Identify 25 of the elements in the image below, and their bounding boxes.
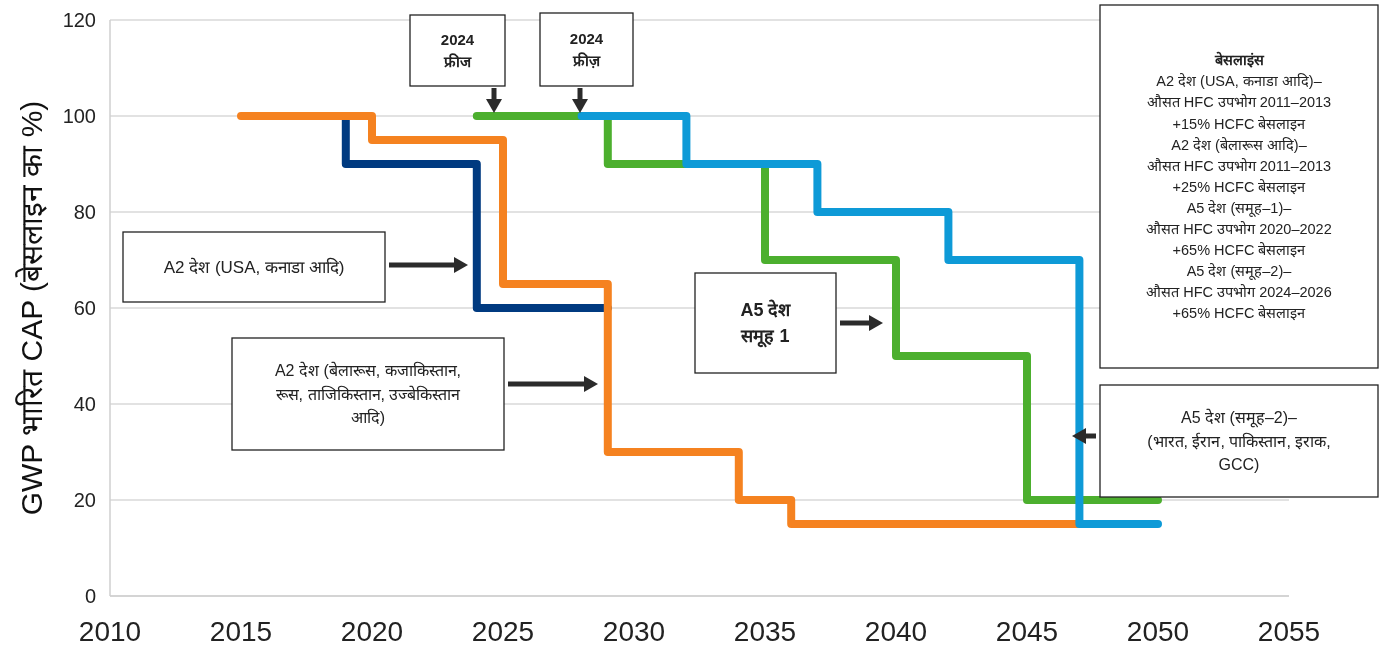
y-tick-label: 60 [73,297,96,319]
y-tick-label: 0 [84,585,96,607]
annotation: 2024 फ्रीज [440,30,475,70]
y-tick-label: 20 [73,489,96,511]
annotation: A2 देश (बेलारूस, कजाकिस्तान, रूस, ताजिकिस्तान, उज्बेकिस्तान आदि) [274,361,462,426]
y-tick-label: 40 [73,393,96,415]
x-tick-label: 2010 [78,616,142,647]
y-axis-title: GWP भारित CAP (बेसलाइन का %) [15,100,48,516]
x-tick-label: 2020 [340,616,404,647]
y-tick-label: 80 [73,201,96,223]
y-tick-label: 120 [62,9,96,31]
x-tick-label: 2050 [1126,616,1190,647]
x-tick-label: 2045 [995,616,1059,647]
text: बेसलाइंस A2 देश (USA, कनाडा आदि)– औसत HFC उपभोग 2011–2013 +15% HCFC बेसलाइन A2 देश (बेलारूस आदि)– औसत HFC उपभोग 2011–2013 +25% HCFC बेसलाइन A5 देश (समूह–1)– औसत HFC उपभोग 2020–2022 +65% HCFC बेसलाइन A5 देश (समूह–2)– औसत HFC उपभोग 2024–2026 +65% HCFC बेसलाइन [1146,52,1332,321]
annotation: A5 देश (समूह–2)– (भारत, ईरान, पाकिस्तान, इराक, GCC) [1147,408,1331,473]
annotation: 2024 फ्रीज़ [569,29,604,69]
x-tick-label: 2035 [733,616,797,647]
x-tick-label: 2025 [471,616,535,647]
y-tick-label: 100 [62,105,96,127]
annotation: A2 देश (USA, कनाडा आदि) [163,256,345,277]
annotation: A5 देश समूह 1 [740,299,792,349]
x-tick-label: 2030 [602,616,666,647]
x-tick-label: 2015 [209,616,273,647]
x-tick-label: 2040 [864,616,928,647]
x-tick-label: 2055 [1257,616,1321,647]
